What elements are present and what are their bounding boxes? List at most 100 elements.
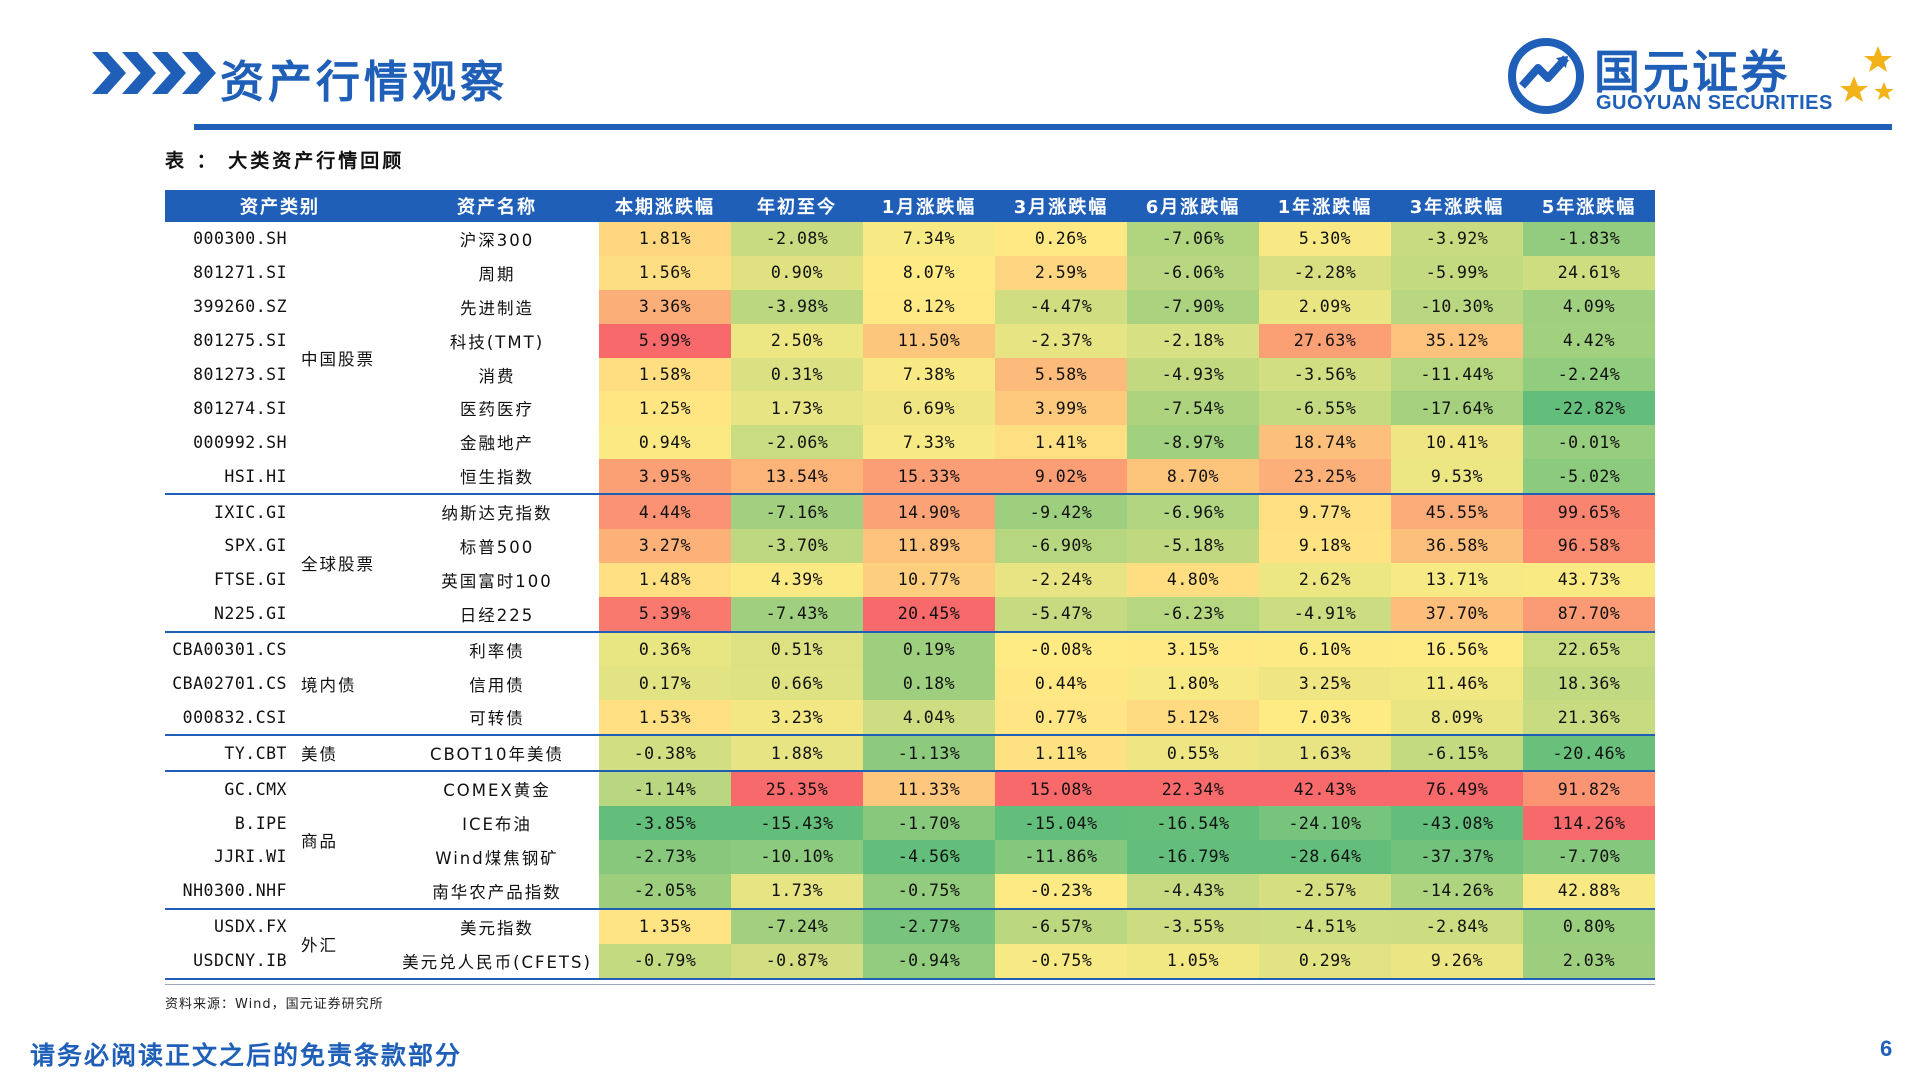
return-cell: 8.09% <box>1391 700 1523 736</box>
table-row: HSI.HI 恒生指数 3.95% 13.54% 15.33% 9.02% 8.70% 23.… <box>165 459 1655 495</box>
return-cell: -6.90% <box>995 529 1127 563</box>
return-cell: 2.50% <box>731 323 863 358</box>
return-cell: -5.02% <box>1523 459 1655 495</box>
asset-performance-table: 资产类别 资产名称 本期涨跌幅 年初至今 1月涨跌幅 3月涨跌幅 6月涨跌幅 1… <box>165 190 1655 980</box>
table-row: 801275.SI 科技(TMT) 5.99% 2.50% 11.50% -2.37% -2… <box>165 323 1655 358</box>
return-cell: 4.42% <box>1523 323 1655 358</box>
return-cell: -9.42% <box>995 493 1127 530</box>
table-row: SPX.GI 标普500 3.27% -3.70% 11.89% -6.90% -5.18%… <box>165 529 1655 563</box>
return-cell: -5.47% <box>995 596 1127 632</box>
table-row: USDX.FX 外汇 美元指数 1.35% -7.24% -2.77% -6.57% -3.5… <box>165 907 1655 979</box>
return-cell: 2.59% <box>995 255 1127 290</box>
return-cell: -4.51% <box>1259 907 1391 944</box>
asset-code: IXIC.GI <box>165 493 293 530</box>
return-cell: 42.88% <box>1523 873 1655 909</box>
return-cell: -43.08% <box>1391 806 1523 841</box>
asset-category: 全球股票 <box>293 493 395 632</box>
asset-code: 000832.CSI <box>182 707 287 727</box>
asset-code: TY.CBT <box>165 734 293 772</box>
table-row: CBA02701.CS 信用债 0.17% 0.66% 0.18% 0.44% 1.80% 3… <box>165 666 1655 701</box>
return-cell: 0.29% <box>1259 943 1391 979</box>
table-row: 399260.SZ 先进制造 3.36% -3.98% 8.12% -4.47% -7.90… <box>165 289 1655 324</box>
return-cell: 42.43% <box>1259 770 1391 807</box>
col-header-name: 资产名称 <box>395 190 599 222</box>
return-cell: 96.58% <box>1523 529 1655 563</box>
return-cell: 0.26% <box>995 222 1127 256</box>
return-cell: 3.95% <box>599 459 731 495</box>
table-caption: 表 ： 大类资产行情回顾 <box>165 150 405 172</box>
table-row: 000300.SH 中国股票 沪深300 1.81% -2.08% 7.34% 0.26% -… <box>165 222 1655 369</box>
return-cell: 8.07% <box>863 255 995 290</box>
asset-name: 周期 <box>478 264 516 284</box>
return-cell: 0.94% <box>599 425 731 460</box>
return-cell: -8.97% <box>1127 425 1259 460</box>
asset-name: 可转债 <box>469 709 525 729</box>
asset-name: 消费 <box>478 366 516 386</box>
return-cell: 3.99% <box>995 391 1127 426</box>
return-cell: 1.81% <box>599 222 731 256</box>
source-note: 资料来源：Wind，国元证券研究所 <box>165 997 384 1012</box>
title-rule <box>194 124 1892 130</box>
return-cell: -1.13% <box>863 734 995 772</box>
asset-name: Wind煤焦钢矿 <box>435 848 559 868</box>
return-cell: 15.08% <box>995 770 1127 807</box>
return-cell: -16.54% <box>1127 806 1259 841</box>
return-cell: 9.53% <box>1391 459 1523 495</box>
table-row: B.IPE ICE布油 -3.85% -15.43% -1.70% -15.04% -16.… <box>165 806 1655 841</box>
title-chevrons-icon <box>92 52 216 94</box>
return-cell: 27.63% <box>1259 323 1391 358</box>
col-header-5y: 5年涨跌幅 <box>1523 190 1655 222</box>
page-number: 6 <box>1880 1036 1893 1061</box>
return-cell: 1.25% <box>599 391 731 426</box>
return-cell: 10.41% <box>1391 425 1523 460</box>
asset-code: FTSE.GI <box>213 570 287 590</box>
return-cell: -11.44% <box>1391 357 1523 392</box>
return-cell: 9.18% <box>1259 529 1391 563</box>
return-cell: 11.46% <box>1391 666 1523 701</box>
asset-code: HSI.HI <box>224 466 287 486</box>
asset-category: 中国股票 <box>301 349 375 369</box>
asset-name: 英国富时100 <box>441 571 553 591</box>
return-cell: -4.91% <box>1259 596 1391 632</box>
return-cell: 45.55% <box>1391 493 1523 530</box>
asset-name: 沪深300 <box>459 230 535 250</box>
return-cell: -6.57% <box>995 907 1127 944</box>
asset-name: 日经225 <box>459 605 535 625</box>
return-cell: -2.57% <box>1259 873 1391 909</box>
asset-table-wrap: 资产类别 资产名称 本期涨跌幅 年初至今 1月涨跌幅 3月涨跌幅 6月涨跌幅 1… <box>165 190 1655 980</box>
return-cell: -7.06% <box>1127 222 1259 256</box>
return-cell: 2.03% <box>1523 943 1655 979</box>
return-cell: 7.33% <box>863 425 995 460</box>
return-cell: 1.63% <box>1259 734 1391 772</box>
asset-code: 000992.SH <box>193 432 287 452</box>
table-row: TY.CBT 美债 CBOT10年美债 -0.38% 1.88% -1.13% 1.11% 0… <box>165 734 1655 772</box>
return-cell: 0.77% <box>995 700 1127 736</box>
return-cell: -0.75% <box>863 873 995 909</box>
return-cell: 0.19% <box>863 630 995 667</box>
return-cell: 114.26% <box>1523 806 1655 841</box>
table-header-row: 资产类别 资产名称 本期涨跌幅 年初至今 1月涨跌幅 3月涨跌幅 6月涨跌幅 1… <box>165 190 1655 222</box>
asset-name: 利率债 <box>395 630 599 667</box>
return-cell: 18.74% <box>1259 425 1391 460</box>
asset-name: 科技(TMT) <box>449 332 545 352</box>
return-cell: 4.04% <box>863 700 995 736</box>
return-cell: 3.23% <box>731 700 863 736</box>
return-cell: -0.23% <box>995 873 1127 909</box>
return-cell: -1.14% <box>599 770 731 807</box>
return-cell: 6.10% <box>1259 630 1391 667</box>
asset-code: 000300.SH <box>193 229 287 249</box>
return-cell: 7.34% <box>863 222 995 256</box>
footer-disclaimer: 请务必阅读正文之后的免责条款部分 <box>30 1041 463 1070</box>
return-cell: 15.33% <box>863 459 995 495</box>
col-header-3m: 3月涨跌幅 <box>995 190 1127 222</box>
asset-code: 399260.SZ <box>193 297 287 317</box>
return-cell: 7.03% <box>1259 700 1391 736</box>
return-cell: 5.12% <box>1127 700 1259 736</box>
return-cell: -3.55% <box>1127 907 1259 944</box>
logo-en-text: GUOYUAN SECURITIES <box>1596 92 1833 114</box>
return-cell: 24.61% <box>1523 255 1655 290</box>
asset-name: COMEX黄金 <box>395 770 599 807</box>
table-row: N225.GI 日经225 5.39% -7.43% 20.45% -5.47% -6.23… <box>165 596 1655 632</box>
return-cell: 13.71% <box>1391 562 1523 597</box>
return-cell: 0.66% <box>731 666 863 701</box>
